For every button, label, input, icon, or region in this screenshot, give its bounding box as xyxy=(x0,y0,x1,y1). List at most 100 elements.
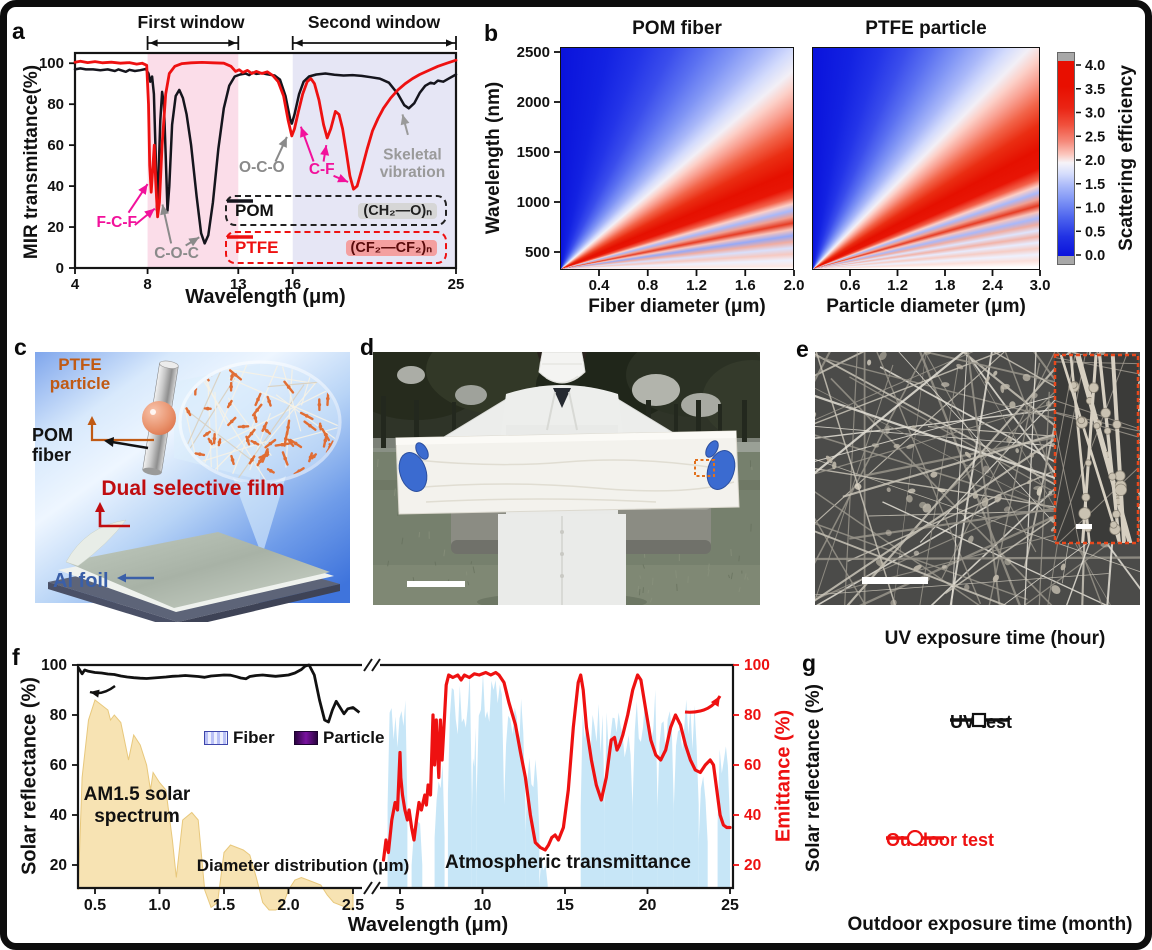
text-label: 100 xyxy=(744,657,770,674)
film-curl xyxy=(65,519,127,567)
film-stack xyxy=(48,519,340,622)
arrowhead xyxy=(228,39,237,47)
panel-c-letter: c xyxy=(14,334,27,360)
particle-diameter-xlabel: Particle diameter (μm) xyxy=(826,296,1026,317)
text-label: 0.5 xyxy=(1085,224,1105,240)
panel-c-art xyxy=(35,352,350,622)
text-label: Skeletal vibration xyxy=(380,146,445,180)
text-label: 1.0 xyxy=(148,897,170,914)
text-label: 15 xyxy=(556,897,574,914)
legend-pom-formula: (CH₂—O)ₙ xyxy=(358,202,437,219)
arrowhead xyxy=(294,39,303,47)
arrowhead xyxy=(278,137,287,148)
text-label: 4 xyxy=(71,276,80,293)
legend-pom-name: POM xyxy=(235,200,274,220)
panel-f-plot: 0.5 1.0 1.5 2.0 2.5 5 10 15 20 25 20 20 40 40 60 60 80 80… xyxy=(41,657,770,914)
text-label: 100 xyxy=(41,657,67,674)
text-label: 60 xyxy=(50,757,67,774)
collar xyxy=(553,388,571,408)
fiber-network xyxy=(182,364,338,480)
coat-lower xyxy=(498,514,626,605)
ptfe-particle-heatmap xyxy=(812,47,1040,270)
arrowhead xyxy=(446,39,454,47)
text-label: C-F xyxy=(309,161,335,178)
panel-g-xlabel-top: UV exposure time (hour) xyxy=(884,628,1106,649)
text-label: 5 xyxy=(396,897,405,914)
dual-selective-film-label: Dual selective film xyxy=(101,477,285,500)
first-window-label: First window xyxy=(137,12,245,32)
text-label: C-O-C xyxy=(154,245,199,262)
al-foil-label: Al foil xyxy=(53,570,109,592)
inset-legend-particle: Particle xyxy=(294,728,384,748)
text-label: F-C-F xyxy=(97,214,137,231)
text-label: 4.0 xyxy=(1085,58,1105,74)
panel-b: 2500 2000 1500 1000 500 0.4 0.8 1.2 1.6 2.0 0.6 1.2… xyxy=(472,12,1150,324)
text-label: 20 xyxy=(47,219,64,236)
text-label: 1.0 xyxy=(1085,201,1105,217)
arrowhead xyxy=(710,696,720,707)
text-label: 40 xyxy=(50,807,67,824)
text-label: 2000 xyxy=(517,94,550,111)
panel-b-plot: 2500 2000 1500 1000 500 0.4 0.8 1.2 1.6 2.0 0.6 1.2… xyxy=(517,44,1106,294)
text-label: 2500 xyxy=(517,44,550,61)
panel-f-ylabel-right: Emittance (%) xyxy=(772,709,795,843)
ptfe-particle-label: PTFE particle xyxy=(49,355,111,393)
panel-a-ylabel: MIR transmittance(%) xyxy=(21,64,42,260)
reflectance-curve xyxy=(77,663,361,724)
panel-g-ylabel: Solar reflectance (%) xyxy=(803,684,824,872)
arrowhead xyxy=(337,174,349,183)
am15-fill xyxy=(77,699,354,911)
text-label: 8 xyxy=(143,276,151,293)
panel-d-letter: d xyxy=(360,334,375,360)
arrowhead xyxy=(320,145,330,156)
atmo-band xyxy=(476,673,504,888)
dual-selective-film-sheet xyxy=(66,532,330,608)
atmo-band xyxy=(632,690,658,888)
panel-g-xlabel-bottom: Outdoor exposure time (month) xyxy=(847,914,1133,935)
text-label: 2.5 xyxy=(1085,129,1105,145)
text-label: 2.0 xyxy=(1085,153,1105,169)
text-label: 1.5 xyxy=(213,897,235,914)
text-label: 80 xyxy=(744,707,761,724)
text-label: 60 xyxy=(47,137,64,154)
text-label: 3.0 xyxy=(1085,106,1105,122)
text-label: 3.5 xyxy=(1085,82,1105,98)
legend-pom: POM (CH₂—O)ₙ xyxy=(225,195,447,226)
atmo-band xyxy=(539,855,548,888)
legend-ptfe-name: PTFE xyxy=(235,237,279,257)
pom-fiber-heatmap xyxy=(560,47,794,270)
sem-inset-border xyxy=(1053,353,1140,545)
text-label: 0.4 xyxy=(589,277,611,294)
emittance-curve xyxy=(381,670,732,862)
text-label: 20 xyxy=(744,857,761,874)
panel-b-letter: b xyxy=(484,20,499,46)
pom-arrow xyxy=(104,437,149,450)
panel-f-ylabel-left: Solar reflectance (%) xyxy=(18,677,41,875)
roi-box xyxy=(694,459,715,477)
fiber-legend-label: Fiber xyxy=(233,728,275,747)
text-label: 40 xyxy=(744,807,761,824)
film-sample xyxy=(395,430,740,515)
fiber-swatch xyxy=(204,731,228,745)
text-label: 0.0 xyxy=(1085,248,1105,264)
ptfe-particle-sphere xyxy=(142,401,176,435)
legend-ptfe-formula: (CF₂—CF₂)ₙ xyxy=(345,239,437,256)
panel-a: 4 8 13 16 25 0 20 40 60 80 100 F-C-F C-O-C O-C-O C-F Sk… xyxy=(8,12,470,324)
arrowhead xyxy=(300,126,309,138)
panel-f: 0.5 1.0 1.5 2.0 2.5 5 10 15 20 25 20 20 40 40 60 60 80 80… xyxy=(8,628,800,948)
sphere-highlight xyxy=(150,409,156,415)
text-label: O-C-O xyxy=(239,159,285,176)
text-label: 2.0 xyxy=(277,897,299,914)
panel-g-plot xyxy=(800,628,1148,948)
atmo-band xyxy=(604,712,633,888)
atmo-band xyxy=(673,699,699,888)
pom-line-marker xyxy=(227,199,253,203)
text-label: 1500 xyxy=(517,144,550,161)
text-label: 60 xyxy=(744,757,761,774)
panel-a-letter: a xyxy=(12,18,25,44)
ptfe-particle-title: PTFE particle xyxy=(865,18,987,39)
uv-test-legend: UV test xyxy=(950,712,1012,733)
fiber-diameter-xlabel: Fiber diameter (μm) xyxy=(588,296,766,317)
text-label: 2.5 xyxy=(342,897,364,914)
